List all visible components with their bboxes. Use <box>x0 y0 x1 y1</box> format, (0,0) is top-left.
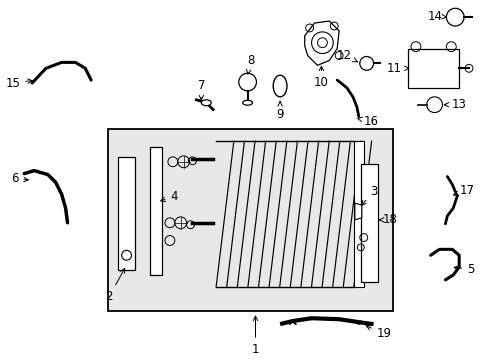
Text: 9: 9 <box>276 102 283 121</box>
Text: 16: 16 <box>357 115 378 128</box>
Bar <box>150 147 162 275</box>
Text: 6: 6 <box>11 172 28 185</box>
Text: 12: 12 <box>336 49 357 62</box>
Bar <box>360 164 378 282</box>
Text: 15: 15 <box>5 77 32 90</box>
Polygon shape <box>304 21 339 66</box>
Text: 18: 18 <box>379 213 396 226</box>
Text: 3: 3 <box>361 185 377 205</box>
Text: 7: 7 <box>197 79 204 100</box>
Text: 2: 2 <box>105 269 124 303</box>
Text: 11: 11 <box>386 62 408 75</box>
Text: 19: 19 <box>366 325 391 341</box>
Ellipse shape <box>201 100 211 106</box>
Ellipse shape <box>273 75 286 97</box>
Bar <box>353 141 363 287</box>
Ellipse shape <box>242 100 252 105</box>
Text: 17: 17 <box>453 184 473 197</box>
Polygon shape <box>354 203 361 220</box>
Text: 10: 10 <box>313 66 328 89</box>
Bar <box>118 157 135 270</box>
Bar <box>108 129 392 311</box>
Text: 1: 1 <box>251 316 259 356</box>
Text: 14: 14 <box>427 10 446 23</box>
Text: 5: 5 <box>453 262 473 275</box>
Text: 13: 13 <box>444 98 465 111</box>
Text: 8: 8 <box>246 54 254 74</box>
Text: 4: 4 <box>161 190 178 203</box>
Bar <box>407 49 458 88</box>
